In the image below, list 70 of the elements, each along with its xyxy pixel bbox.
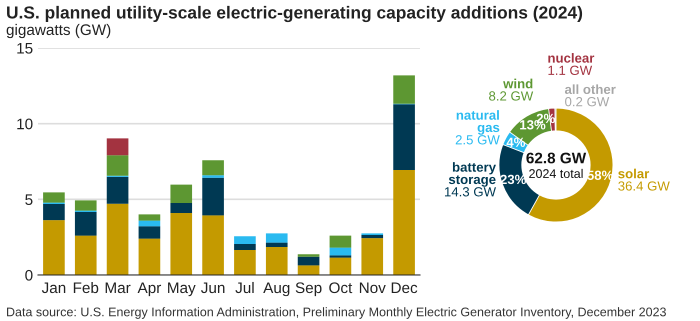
data-label: 1.1 GW (548, 66, 592, 76)
data-label: 0.2 GW (565, 97, 610, 106)
bar (266, 247, 288, 275)
x-tick-label: Apr (138, 282, 162, 296)
y-tick-label: 10 (17, 118, 33, 130)
x-tick-label: Aug (263, 282, 290, 296)
bar (330, 236, 352, 248)
bar (393, 170, 415, 275)
x-tick-label: Jul (235, 282, 254, 294)
text: 2024 total (529, 168, 583, 178)
bar (170, 212, 192, 275)
bar (170, 202, 192, 213)
bar (361, 235, 384, 238)
bar (138, 214, 160, 221)
bar (43, 192, 65, 203)
bar (202, 178, 224, 216)
bar (74, 212, 97, 236)
x-tick-label: Sep (296, 282, 322, 296)
data-label: 2.5 GW (456, 135, 500, 144)
bar (202, 215, 224, 275)
bar (298, 265, 320, 275)
y-axis-title: gigawatts (GW) (6, 24, 110, 38)
bar (138, 226, 160, 239)
chart-title: U.S. planned utility-scale electric-generating capacity additions (2024) (7, 6, 582, 22)
x-tick-label: Nov (360, 282, 386, 294)
bar (106, 204, 128, 275)
bar (43, 204, 65, 220)
bar (234, 236, 256, 244)
bar (138, 238, 160, 275)
text: 62.8 GW (526, 152, 586, 164)
y-tick-label: 15 (17, 43, 32, 54)
bar (74, 200, 97, 211)
source-note: Data source: U.S. Energy Information Administration, Preliminary Monthly Electric Generator Inventory, December 2023 (7, 307, 666, 319)
data-label: 36.4 GW (618, 181, 670, 191)
slice-label: wind (503, 78, 532, 88)
x-tick-label: Oct (329, 282, 352, 294)
bar (393, 75, 415, 104)
slice-label: solar (618, 168, 650, 178)
bar (330, 258, 352, 275)
bar (393, 104, 415, 170)
slice-label: all other (564, 84, 616, 94)
bar (202, 160, 224, 176)
x-tick-label: Jun (201, 282, 224, 294)
x-tick-label: Feb (74, 282, 98, 294)
data-label: 14.3 GW (444, 187, 496, 196)
bar (106, 155, 128, 176)
x-tick-label: May (168, 282, 196, 296)
bar (43, 220, 65, 275)
x-tick-label: Mar (106, 282, 130, 294)
bar (266, 242, 288, 248)
slice-label: battery storage (448, 162, 496, 187)
y-tick-label: 0 (25, 270, 33, 281)
slice-label: nuclear (548, 53, 594, 63)
data-label: 8.2 GW (489, 91, 534, 101)
bar (234, 250, 256, 275)
bar (74, 236, 97, 275)
bar (298, 256, 320, 266)
bar (138, 220, 160, 226)
bar (170, 184, 192, 203)
bar (106, 176, 128, 204)
y-tick-label: 5 (25, 194, 32, 206)
bar (266, 233, 288, 243)
text: 4% (506, 138, 526, 147)
bar (330, 248, 352, 256)
x-tick-label: Jan (42, 282, 66, 294)
bar (234, 244, 256, 250)
bar (106, 138, 128, 156)
bar (361, 238, 384, 275)
slice-label: natural gas (456, 110, 500, 135)
x-tick-label: Dec (392, 282, 418, 294)
